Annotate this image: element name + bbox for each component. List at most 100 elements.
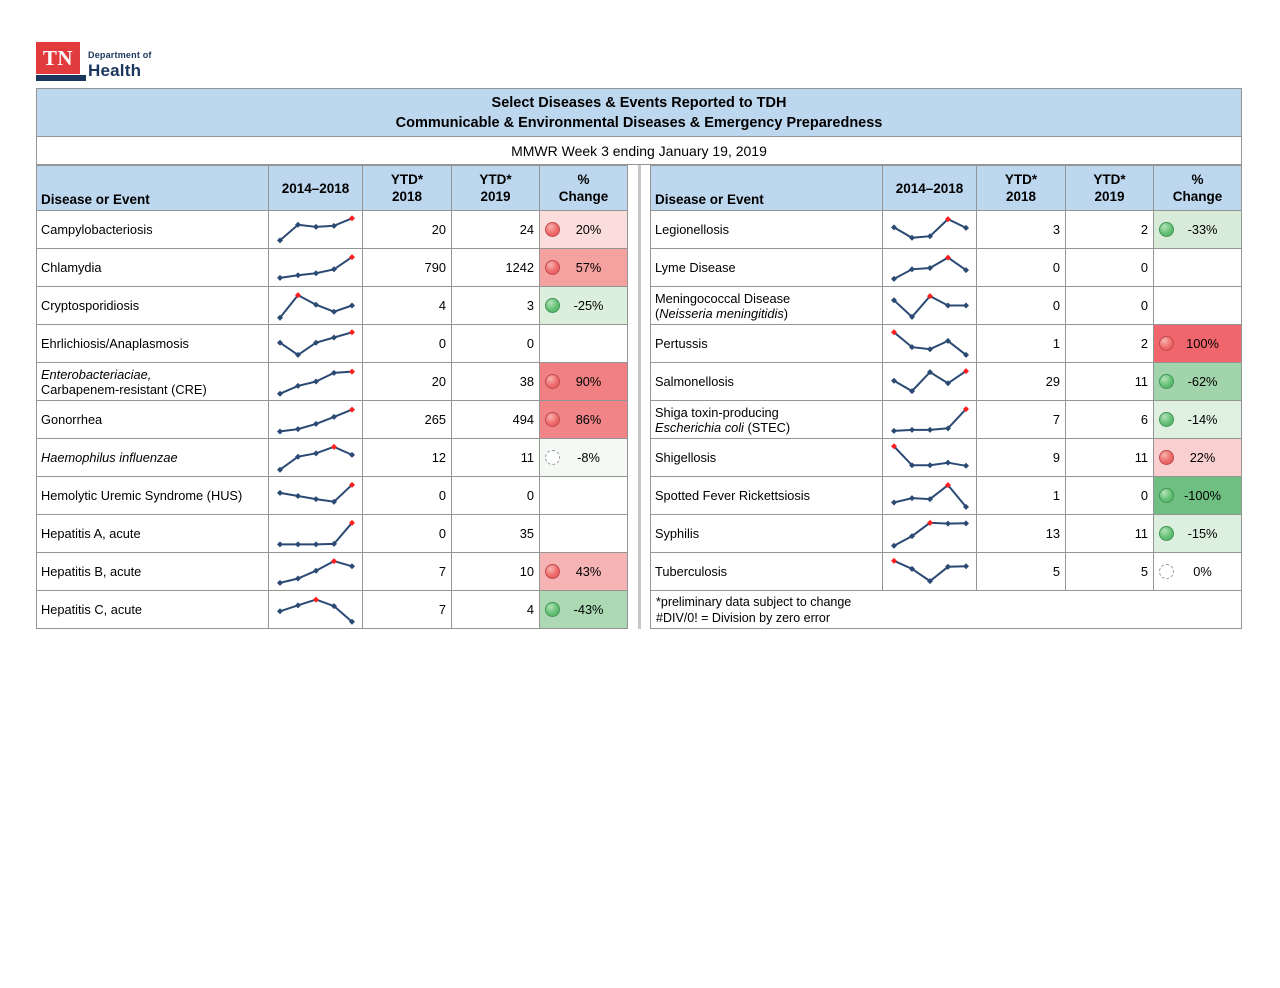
red-circle-icon (545, 260, 560, 275)
ytd-2018-value: 3 (977, 211, 1066, 249)
column-header-ytd-2018: YTD* 2018 (363, 166, 452, 211)
ytd-2019-value: 2 (1066, 211, 1154, 249)
ytd-2019-value: 11 (452, 439, 540, 477)
ytd-2018-value: 20 (363, 363, 452, 401)
pct-change-cell: -15% (1154, 515, 1242, 553)
ytd-2018-value: 0 (363, 515, 452, 553)
pct-change-cell (540, 325, 628, 363)
ytd-2018-value: 9 (977, 439, 1066, 477)
ytd-2019-value: 38 (452, 363, 540, 401)
sparkline-chart (276, 291, 355, 321)
disease-name-line: Tuberculosis (655, 564, 878, 579)
trend-sparkline-cell (269, 287, 363, 325)
pct-change-cell (1154, 249, 1242, 287)
column-header-disease: Disease or Event (37, 166, 269, 211)
disease-name-cell: Hepatitis B, acute (37, 553, 269, 591)
pct-change-cell (540, 515, 628, 553)
sparkline-chart (276, 443, 355, 473)
trend-sparkline-cell (883, 553, 977, 591)
ytd-2019-value: 6 (1066, 401, 1154, 439)
disease-name-segment: Shigellosis (655, 450, 717, 465)
disease-name-segment: Legionellosis (655, 222, 729, 237)
trend-sparkline-cell (883, 439, 977, 477)
disease-name-line: Meningococcal Disease (655, 291, 878, 306)
ytd-2018-value: 13 (977, 515, 1066, 553)
tn-logo-letters: TN (42, 45, 74, 70)
right-disease-table: Disease or Event 2014–2018 YTD* 2018 YTD… (650, 165, 1242, 629)
footnotes-cell: *preliminary data subject to change #DIV/… (651, 591, 1242, 629)
report-title-bar: Select Diseases & Events Reported to TDH… (36, 88, 1242, 137)
pct-change-value: -15% (1187, 526, 1218, 541)
red-circle-icon (1159, 450, 1174, 465)
tn-logo-mark: TN (36, 42, 80, 74)
ytd-2019-value: 0 (452, 325, 540, 363)
disease-name-segment: Spotted Fever Rickettsiosis (655, 488, 811, 503)
green-circle-icon (1159, 526, 1174, 541)
pct-change-value: 57% (575, 260, 602, 275)
disease-name-line: Hepatitis A, acute (41, 526, 264, 541)
trend-sparkline-cell (269, 211, 363, 249)
disease-name-cell: Hepatitis C, acute (37, 591, 269, 629)
pct-change-value: -8% (577, 450, 600, 465)
disease-name-cell: Haemophilus influenzae (37, 439, 269, 477)
pct-change-value: -43% (573, 602, 604, 617)
ytd-2018-value: 0 (363, 477, 452, 515)
trend-sparkline-cell (269, 249, 363, 287)
disease-name-segment: Hepatitis C, acute (41, 602, 143, 617)
pct-change-value: 0% (1193, 564, 1212, 579)
disease-name-segment: Hepatitis A, acute (41, 526, 141, 541)
green-circle-icon (1159, 222, 1174, 237)
ytd-2019-value: 11 (1066, 363, 1154, 401)
pct-change-value: -100% (1184, 488, 1221, 503)
ytd-2019-value: 0 (1066, 249, 1154, 287)
disease-name-cell: Salmonellosis (651, 363, 883, 401)
pct-change-value: 22% (1189, 450, 1216, 465)
pct-change-cell (540, 477, 628, 515)
sparkline-chart (890, 215, 969, 241)
report-title-line1: Select Diseases & Events Reported to TDH (491, 94, 787, 111)
sparkline-chart (890, 519, 969, 549)
trend-sparkline-cell (269, 515, 363, 553)
red-circle-icon (1159, 336, 1174, 351)
disease-name-segment: ) (783, 305, 788, 321)
disease-name-segment: (STEC) (743, 419, 791, 435)
pct-change-cell: -43% (540, 591, 628, 629)
disease-name-line: Chlamydia (41, 260, 264, 275)
ytd-2018-value: 1 (977, 477, 1066, 515)
column-header-ytd-2018: YTD* 2018 (977, 166, 1066, 211)
pct-change-value: -14% (1187, 412, 1218, 427)
ytd-2019-value: 0 (1066, 477, 1154, 515)
ytd-2018-value: 7 (977, 401, 1066, 439)
disease-name-segment: ( (655, 305, 660, 321)
disease-name-segment: Escherichia coli (655, 419, 744, 435)
disease-name-cell: Syphilis (651, 515, 883, 553)
trend-sparkline-cell (883, 477, 977, 515)
logo-text: Department of Health (88, 50, 152, 81)
sparkline-chart (276, 406, 355, 434)
tdh-logo: TN Department of Health (36, 40, 296, 88)
footnote-div0: #DIV/0! = Division by zero error (656, 610, 831, 625)
sparkline-chart (276, 368, 355, 397)
left-disease-table: Disease or Event 2014–2018 YTD* 2018 YTD… (36, 165, 628, 629)
ytd-2018-value: 20 (363, 211, 452, 249)
sparkline-chart (276, 519, 355, 547)
logo-underline-bar (36, 75, 86, 81)
disease-name-segment: Carbapenem-resistant (CRE) (41, 381, 207, 397)
ytd-2018-value: 5 (977, 553, 1066, 591)
pct-change-cell: -25% (540, 287, 628, 325)
pct-change-cell: -62% (1154, 363, 1242, 401)
disease-name-cell: Spotted Fever Rickettsiosis (651, 477, 883, 515)
disease-name-cell: Hemolytic Uremic Syndrome (HUS) (37, 477, 269, 515)
pct-change-value: 90% (575, 374, 602, 389)
green-circle-icon (1159, 374, 1174, 389)
sparkline-chart (890, 557, 969, 584)
logo-health: Health (88, 61, 142, 80)
pct-change-value: 43% (575, 564, 602, 579)
column-header-ytd-2019: YTD* 2019 (1066, 166, 1154, 211)
pct-change-value: -62% (1187, 374, 1218, 389)
pct-change-cell: 86% (540, 401, 628, 439)
ytd-2018-value: 790 (363, 249, 452, 287)
disease-name-segment: Hepatitis B, acute (41, 564, 142, 579)
disease-name-cell: Ehrlichiosis/Anaplasmosis (37, 325, 269, 363)
disease-name-cell: Legionellosis (651, 211, 883, 249)
